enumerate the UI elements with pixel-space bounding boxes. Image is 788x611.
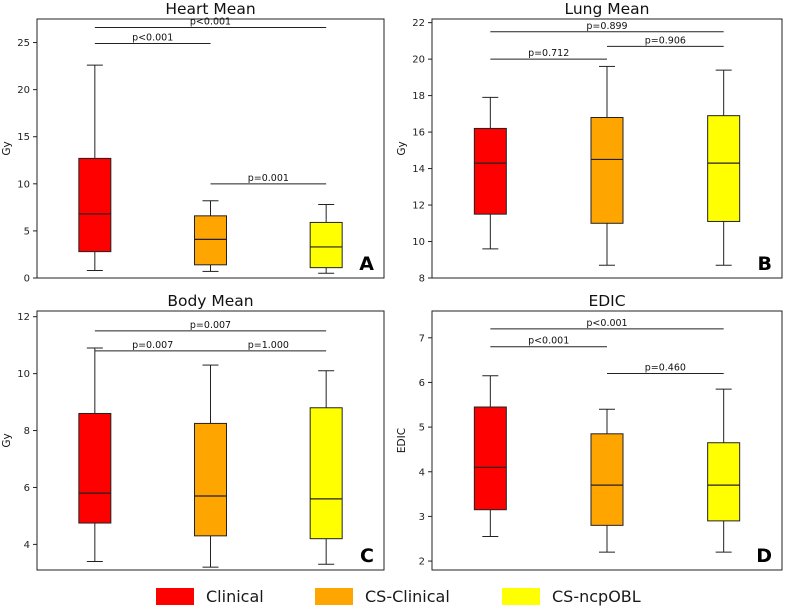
body-mean-box-clinical — [78, 347, 112, 562]
legend-label-clinical: Clinical — [206, 586, 264, 606]
body-mean-sig-label: p=1.000 — [248, 340, 289, 351]
edic-box-clinical — [473, 375, 507, 538]
edic-box-cs-ncpobl — [707, 388, 741, 553]
lung-mean-sig-label: p=0.899 — [586, 21, 627, 32]
body-mean-ytick-label: 12 — [17, 312, 30, 323]
legend-label-cs-clinical: CS-Clinical — [365, 586, 450, 606]
lung-mean-box-cs-clinical — [590, 65, 624, 266]
heart-mean-ytick-label: 0 — [24, 274, 30, 285]
edic-box-cs-clinical — [590, 408, 624, 553]
body-mean-panel-letter: C — [360, 545, 374, 567]
edic-ytick-label: 5 — [419, 423, 425, 434]
body-mean-ytick-label: 8 — [24, 426, 30, 437]
legend-item-cs-clinical: CS-Clinical — [315, 585, 450, 607]
lung-mean-ytick-label: 20 — [412, 55, 425, 66]
heart-mean-ytick-label: 5 — [24, 226, 30, 237]
body-mean-box-cs-clinical — [194, 364, 227, 568]
body-mean-ytick-label: 10 — [17, 369, 30, 380]
edic-ytick-label: 2 — [419, 557, 425, 568]
body-mean-iqr-box — [194, 422, 227, 537]
body-mean-iqr-box — [309, 407, 343, 540]
body-mean-iqr-box — [78, 412, 112, 524]
heart-mean-ytick-label: 25 — [17, 38, 30, 49]
edic-ytick-label: 6 — [419, 378, 425, 389]
edic-ytick-label: 3 — [419, 512, 425, 523]
heart-mean-panel-letter: A — [359, 253, 374, 275]
lung-mean-iqr-box — [473, 127, 507, 215]
edic-ytick-label: 4 — [419, 467, 425, 478]
legend: Clinical CS-Clinical CS-ncpOBL — [0, 580, 788, 611]
legend-swatch-cs-clinical — [315, 587, 353, 605]
panel-lung-mean: Lung Mean Gy 8 10 12 14 16 18 20 22 p=0.899 p=0.712… — [396, 0, 783, 285]
lung-mean-ytick-label: 14 — [412, 164, 425, 175]
lung-mean-ytick-label: 10 — [412, 237, 425, 248]
heart-mean-sig-label: p=0.001 — [248, 173, 289, 184]
legend-swatch-cs-ncpobl — [502, 587, 540, 605]
lung-mean-sig-label: p=0.712 — [528, 48, 569, 59]
edic-iqr-box — [590, 433, 624, 526]
heart-mean-iqr-box — [194, 215, 227, 266]
lung-mean-ytick-label: 16 — [412, 128, 425, 139]
lung-mean-iqr-box — [590, 116, 624, 224]
heart-mean-ytick-label: 20 — [17, 85, 30, 96]
lung-mean-ytick-label: 8 — [419, 274, 425, 285]
panel-body-mean: Body Mean Gy 4 6 8 10 12 p=0.007 p=0.007 p=1.000 C — [1, 292, 385, 571]
legend-item-clinical: Clinical — [156, 585, 264, 607]
edic-sig-label: p<0.001 — [528, 336, 569, 347]
panel-heart-mean: Heart Mean Gy 0 5 10 15 20 25 p<0.001 p<0.001 p=0.… — [1, 0, 385, 285]
heart-mean-plot-frame — [36, 18, 385, 279]
legend-swatch-clinical — [156, 587, 194, 605]
heart-mean-box-clinical — [78, 64, 112, 271]
edic-panel-letter: D — [756, 545, 772, 567]
edic-plot-frame — [431, 310, 783, 571]
heart-mean-sig-label: p<0.001 — [190, 16, 231, 27]
legend-item-cs-ncpobl: CS-ncpOBL — [502, 585, 641, 607]
body-mean-sig-label: p=0.007 — [132, 340, 173, 351]
body-mean-ytick-label: 4 — [24, 540, 30, 551]
edic-ylabel: EDIC — [396, 428, 408, 453]
edic-sig-label: p=0.460 — [645, 363, 686, 374]
legend-label-cs-ncpobl: CS-ncpOBL — [552, 586, 641, 606]
heart-mean-iqr-box — [309, 221, 343, 269]
lung-mean-ytick-label: 22 — [412, 18, 425, 29]
heart-mean-box-cs-clinical — [194, 200, 227, 272]
heart-mean-title: Heart Mean — [165, 0, 255, 18]
body-mean-title: Body Mean — [167, 292, 253, 310]
lung-mean-ytick-label: 18 — [412, 91, 425, 102]
heart-mean-iqr-box — [78, 157, 112, 253]
edic-ytick-label: 7 — [419, 333, 425, 344]
body-mean-box-cs-ncpobl — [309, 370, 343, 565]
heart-mean-ylabel: Gy — [1, 141, 13, 155]
body-mean-ytick-label: 6 — [24, 483, 30, 494]
body-mean-plot-frame — [36, 310, 385, 571]
lung-mean-ylabel: Gy — [396, 141, 408, 155]
body-mean-ylabel: Gy — [1, 433, 13, 447]
heart-mean-ytick-label: 10 — [17, 179, 30, 190]
lung-mean-title: Lung Mean — [564, 0, 649, 18]
lung-mean-panel-letter: B — [758, 253, 772, 275]
lung-mean-ytick-label: 12 — [412, 201, 425, 212]
edic-sig-label: p<0.001 — [586, 318, 627, 329]
lung-mean-iqr-box — [707, 115, 741, 222]
lung-mean-plot-frame — [431, 18, 783, 279]
edic-iqr-box — [473, 406, 507, 511]
lung-mean-sig-label: p=0.906 — [645, 35, 686, 46]
heart-mean-box-cs-ncpobl — [309, 204, 343, 274]
panel-edic: EDIC EDIC 2 3 4 5 6 7 p<0.001 p<0.001 p=0.460 D — [396, 292, 783, 571]
heart-mean-sig-label: p<0.001 — [132, 32, 173, 43]
heart-mean-ytick-label: 15 — [17, 132, 30, 143]
body-mean-sig-label: p=0.007 — [190, 320, 231, 331]
edic-title: EDIC — [588, 292, 625, 310]
lung-mean-box-cs-ncpobl — [707, 69, 741, 266]
lung-mean-box-clinical — [473, 96, 507, 250]
edic-iqr-box — [707, 442, 741, 522]
